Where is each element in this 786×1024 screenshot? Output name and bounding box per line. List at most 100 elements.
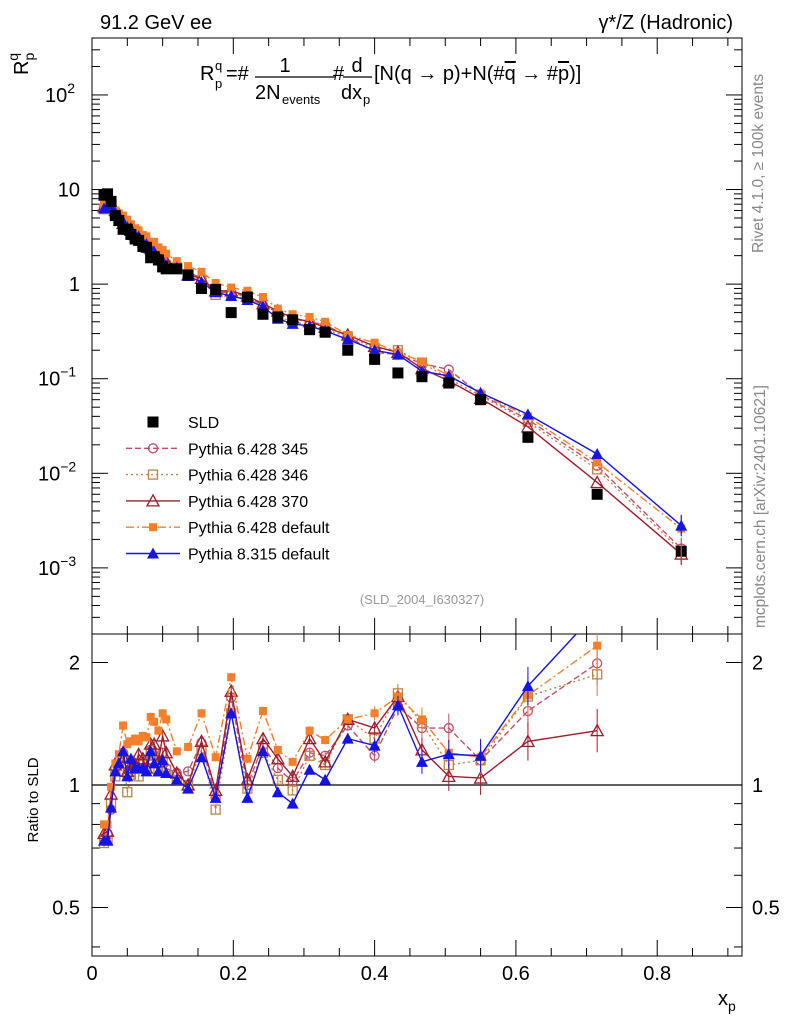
point-SLD — [287, 314, 299, 326]
ratio-point-p370 — [155, 728, 170, 742]
main-y-tick-label: 10−1 — [38, 364, 76, 391]
legend-label: Pythia 6.428 345 — [188, 441, 308, 458]
point-SLD — [392, 367, 404, 379]
main-series — [96, 188, 689, 565]
point-SLD — [182, 269, 194, 281]
y-label-main: R — [11, 61, 33, 75]
point-SLD — [196, 282, 208, 294]
point-pdef — [321, 317, 330, 326]
formula-lhs-sub: p — [215, 76, 222, 91]
ratio-point-p370 — [159, 745, 174, 759]
legend-label: Pythia 6.428 370 — [188, 494, 308, 511]
ratio-point-p370 — [270, 751, 285, 765]
legend-item-p8: Pythia 8.315 default — [126, 547, 330, 564]
formula-qbar: q — [505, 63, 516, 85]
ratio-point-p370 — [318, 754, 333, 768]
main-y-tick-label: 10−3 — [38, 553, 76, 580]
legend-marker — [149, 523, 157, 532]
legend-marker — [147, 469, 159, 480]
ratio-series-p370 — [96, 683, 605, 840]
legend-label: Pythia 6.428 346 — [188, 468, 308, 485]
point-p370 — [590, 475, 605, 489]
ratio-axes: 2 2 1 1 0.5 0.5 0 0.2 0.4 0.6 0.8 — [52, 634, 780, 985]
main-y-tick-label: 10−2 — [38, 458, 76, 485]
point-SLD — [443, 377, 455, 389]
header-right-title: γ*/Z (Hadronic) — [599, 12, 733, 34]
formula-title: R p q =# 1 2N events # d dx p [N(q → p)+… — [200, 55, 581, 107]
point-SLD — [591, 488, 603, 500]
point-p8 — [391, 348, 404, 360]
point-SLD — [272, 311, 284, 323]
point-SLD — [160, 263, 172, 275]
analysis-tag: (SLD_2004_I630327) — [360, 592, 484, 607]
point-pdef — [593, 458, 602, 467]
rivet-label: Rivet 4.1.0, ≥ 100k events — [750, 74, 767, 253]
point-p8 — [368, 344, 381, 356]
ratio-point-p370 — [255, 731, 271, 745]
point-p8 — [256, 300, 269, 312]
x-tick-label: 0.4 — [361, 963, 389, 985]
ratio-y-tick-label: 0.5 — [52, 897, 80, 919]
point-pdef — [150, 237, 159, 246]
formula-frac1-num: 1 — [279, 55, 290, 77]
point-SLD — [113, 215, 125, 227]
legend-item-SLD: SLD — [147, 415, 219, 432]
legend-label: SLD — [188, 415, 219, 432]
formula-eq: =# — [226, 63, 250, 85]
series-SLD — [98, 188, 687, 557]
point-pdef — [172, 257, 181, 266]
formula-pbar: p — [558, 63, 569, 85]
legend-marker — [147, 547, 159, 559]
legend-label: Pythia 8.315 default — [188, 547, 330, 564]
main-y-tick-label: 1 — [69, 274, 80, 296]
point-pdef — [370, 338, 379, 347]
formula-hash: # — [333, 63, 345, 85]
legend-marker — [147, 443, 159, 454]
main-y-tick-label: 10 — [58, 180, 80, 202]
formula-frac2-num: d — [351, 55, 362, 77]
formula-frac2-den: dx — [341, 82, 362, 104]
header-left-title: 91.2 GeV ee — [100, 12, 212, 34]
y-label-sup: q — [5, 53, 21, 61]
ratio-point-p370 — [285, 769, 300, 783]
ratio-series-pdef — [100, 634, 602, 829]
point-SLD — [152, 254, 164, 266]
point-pdef — [211, 278, 220, 287]
ratio-point-p370 — [147, 736, 162, 750]
legend-label: Pythia 6.428 default — [188, 520, 330, 537]
point-SLD — [140, 241, 152, 253]
point-pdef — [417, 357, 426, 366]
ratio-point-p346 — [287, 785, 298, 796]
ratio-point-p346 — [210, 804, 221, 815]
point-SLD — [475, 394, 487, 406]
formula-frac1-den-sub: events — [282, 92, 321, 107]
ratio-point-p346 — [304, 750, 315, 761]
point-SLD — [522, 431, 534, 443]
main-y-label: Rpq — [5, 53, 37, 75]
formula-lhs: R — [200, 63, 214, 85]
svg-text:Rpq: Rpq — [5, 53, 37, 75]
point-SLD — [257, 308, 269, 320]
point-SLD — [304, 324, 316, 336]
x-tick-label: 0.6 — [502, 963, 530, 985]
y-label-sub: p — [21, 53, 37, 61]
point-SLD — [225, 307, 237, 319]
point-SLD — [171, 263, 183, 275]
formula-frac2-den-sub: p — [363, 92, 370, 107]
ratio-point-p370 — [194, 734, 209, 748]
legend-marker — [145, 493, 161, 507]
point-p8 — [341, 333, 354, 345]
mcplots-label: mcplots.cern.ch [arXiv:2401.10621] — [752, 385, 769, 628]
point-pdef — [184, 262, 193, 271]
point-SLD — [319, 326, 331, 338]
legend-item-p370: Pythia 6.428 370 — [126, 493, 308, 511]
ratio-y-tick-label: 2 — [69, 653, 80, 675]
ratio-point-p346 — [122, 787, 133, 798]
point-pdef — [258, 293, 267, 302]
legend: SLD Pythia 6.428 345 Pythia 6.428 346 Pythi… — [126, 415, 330, 564]
x-label: xp — [718, 988, 736, 1014]
main-y-tick-label: 102 — [45, 80, 75, 107]
legend-item-p346: Pythia 6.428 346 — [126, 468, 308, 485]
formula-tail: [N(q → p)+N(#q → #p)] — [374, 63, 581, 85]
ratio-line-p346 — [103, 673, 598, 844]
